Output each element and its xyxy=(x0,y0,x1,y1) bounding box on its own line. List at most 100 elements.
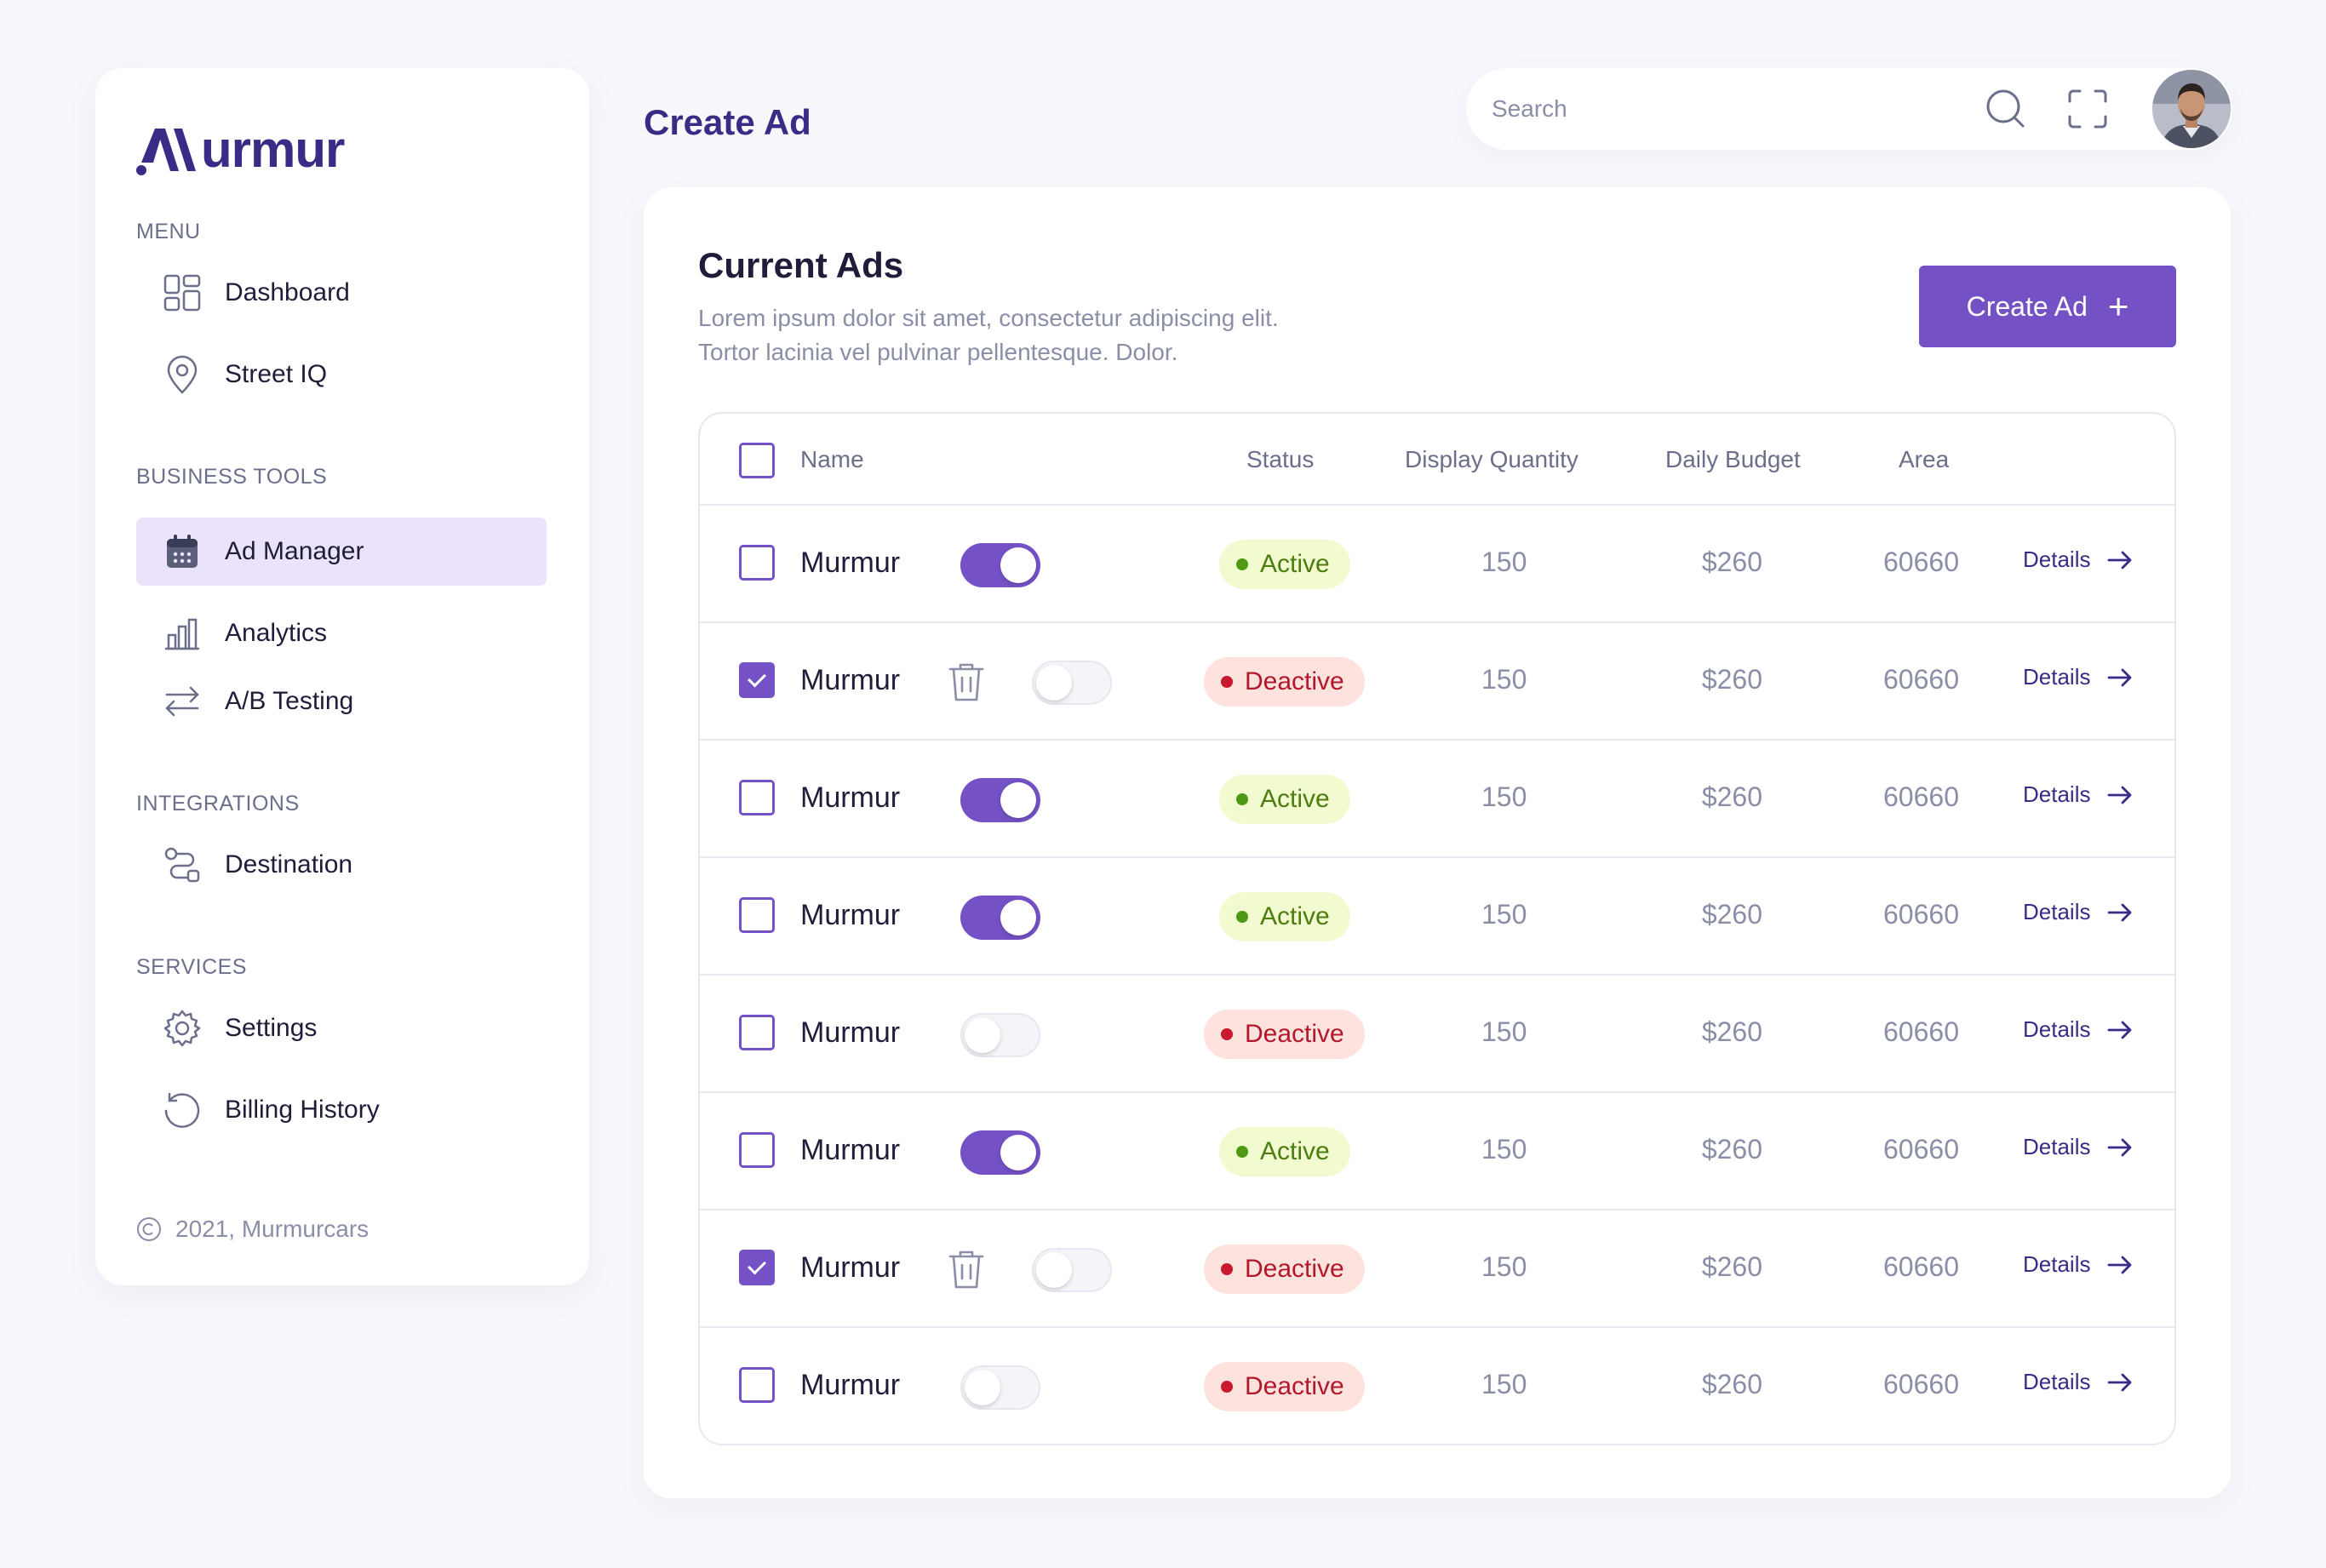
row-checkbox[interactable] xyxy=(739,1250,775,1285)
area: 60660 xyxy=(1883,1016,1959,1047)
display-quantity: 150 xyxy=(1481,781,1527,812)
arrow-right-icon xyxy=(2108,786,2132,804)
daily-budget: $260 xyxy=(1701,1251,1762,1282)
row-checkbox[interactable] xyxy=(739,780,775,815)
daily-budget: $260 xyxy=(1701,664,1762,695)
ad-name: Murmur xyxy=(800,1251,901,1284)
details-link[interactable]: Details xyxy=(2023,1369,2133,1395)
ad-enabled-toggle[interactable] xyxy=(960,896,1040,940)
ad-enabled-toggle[interactable] xyxy=(960,1013,1040,1057)
status-badge: Deactive xyxy=(1204,657,1365,707)
search-button[interactable] xyxy=(1984,87,2028,131)
status-dot-icon xyxy=(1221,1263,1233,1275)
table-row: Murmur Deactive 150 $260 60660 Details xyxy=(700,1328,2174,1444)
table-row: Murmur Deactive 150 $260 60660 Details xyxy=(700,1210,2174,1328)
toggle-knob xyxy=(1000,547,1036,583)
area: 60660 xyxy=(1883,664,1959,695)
arrow-right-icon xyxy=(2108,668,2132,686)
sidebar-item-ad-manager[interactable]: Ad Manager xyxy=(136,518,547,586)
status-dot-icon xyxy=(1221,1381,1233,1393)
ad-enabled-toggle[interactable] xyxy=(960,1365,1040,1410)
ad-name: Murmur xyxy=(800,899,901,931)
column-header-daily-budget: Daily Budget xyxy=(1665,446,1801,472)
status-dot-icon xyxy=(1236,558,1248,570)
toggle-knob xyxy=(1036,1252,1072,1288)
table-row: Murmur Active 150 $260 60660 Details xyxy=(700,1093,2174,1210)
details-link[interactable]: Details xyxy=(2023,1134,2133,1160)
table-row: Murmur Active 150 $260 60660 Details xyxy=(700,858,2174,976)
sidebar-item-analytics[interactable]: Analytics xyxy=(136,599,547,667)
user-avatar[interactable] xyxy=(2152,70,2231,148)
sidebar-item-label: Ad Manager xyxy=(225,537,364,565)
fullscreen-button[interactable] xyxy=(2065,87,2110,131)
row-checkbox[interactable] xyxy=(739,1367,775,1403)
sidebar-item-ab-testing[interactable]: A/B Testing xyxy=(136,667,547,735)
search-bar xyxy=(1466,68,2232,150)
details-link[interactable]: Details xyxy=(2023,899,2133,925)
search-input[interactable] xyxy=(1492,85,1968,133)
status-label: Active xyxy=(1260,902,1330,930)
ad-enabled-toggle[interactable] xyxy=(960,1130,1040,1175)
copyright-icon xyxy=(137,1217,161,1241)
status-badge: Active xyxy=(1219,775,1350,824)
status-dot-icon xyxy=(1221,1028,1233,1040)
details-link[interactable]: Details xyxy=(2023,781,2133,808)
display-quantity: 150 xyxy=(1481,664,1527,695)
trash-icon[interactable] xyxy=(947,661,986,703)
plus-icon: + xyxy=(2107,286,2129,326)
details-link[interactable]: Details xyxy=(2023,547,2133,573)
trash-icon[interactable] xyxy=(947,1248,986,1290)
sidebar-item-billing-history[interactable]: Billing History xyxy=(136,1076,547,1144)
details-label: Details xyxy=(2023,899,2091,924)
current-ads-card: Current Ads Lorem ipsum dolor sit amet, … xyxy=(644,187,2231,1498)
details-label: Details xyxy=(2023,1251,2091,1277)
display-quantity: 150 xyxy=(1481,547,1527,577)
copyright-text: 2021, Murmurcars xyxy=(175,1216,370,1242)
sidebar: urmur MENU Dashboard Street IQ xyxy=(95,68,589,1285)
calendar-icon xyxy=(162,531,203,572)
status-dot-icon xyxy=(1221,676,1233,688)
select-all-checkbox[interactable] xyxy=(739,443,775,478)
create-ad-button[interactable]: Create Ad + xyxy=(1919,266,2176,347)
status-label: Active xyxy=(1260,785,1330,813)
daily-budget: $260 xyxy=(1701,547,1762,577)
daily-budget: $260 xyxy=(1701,1016,1762,1047)
sidebar-item-label: Dashboard xyxy=(225,278,350,306)
details-label: Details xyxy=(2023,547,2091,572)
sidebar-item-label: Analytics xyxy=(225,619,328,647)
status-badge: Active xyxy=(1219,540,1350,589)
ad-name: Murmur xyxy=(800,547,901,579)
details-link[interactable]: Details xyxy=(2023,1251,2133,1278)
row-checkbox[interactable] xyxy=(739,662,775,698)
ad-enabled-toggle[interactable] xyxy=(1032,1248,1112,1292)
location-pin-icon xyxy=(162,354,203,395)
toggle-knob xyxy=(1000,1135,1036,1170)
sidebar-item-settings[interactable]: Settings xyxy=(136,994,547,1062)
toggle-knob xyxy=(965,1370,1000,1405)
ad-enabled-toggle[interactable] xyxy=(1032,661,1112,705)
row-checkbox[interactable] xyxy=(739,1132,775,1168)
avatar-portrait xyxy=(2152,70,2231,148)
arrow-right-icon xyxy=(2108,903,2132,921)
create-ad-button-label: Create Ad xyxy=(1966,290,2088,322)
ad-enabled-toggle[interactable] xyxy=(960,778,1040,822)
row-checkbox[interactable] xyxy=(739,1015,775,1050)
status-label: Active xyxy=(1260,550,1330,578)
details-link[interactable]: Details xyxy=(2023,1016,2133,1043)
brand-logo[interactable]: urmur xyxy=(136,116,345,184)
sidebar-item-street-iq[interactable]: Street IQ xyxy=(136,340,547,409)
sidebar-item-destination[interactable]: Destination xyxy=(136,831,547,899)
route-icon xyxy=(162,844,203,885)
column-header-area: Area xyxy=(1899,446,1950,472)
area: 60660 xyxy=(1883,781,1959,812)
details-link[interactable]: Details xyxy=(2023,664,2133,690)
sidebar-item-dashboard[interactable]: Dashboard xyxy=(136,259,547,327)
daily-budget: $260 xyxy=(1701,1369,1762,1399)
row-checkbox[interactable] xyxy=(739,897,775,933)
table-row: Murmur Deactive 150 $260 60660 Details xyxy=(700,976,2174,1093)
sidebar-item-label: Settings xyxy=(225,1014,318,1042)
row-checkbox[interactable] xyxy=(739,545,775,581)
ads-table: Name Status Display Quantity Daily Budge… xyxy=(698,412,2176,1445)
ad-enabled-toggle[interactable] xyxy=(960,543,1040,587)
column-header-status: Status xyxy=(1246,446,1315,472)
